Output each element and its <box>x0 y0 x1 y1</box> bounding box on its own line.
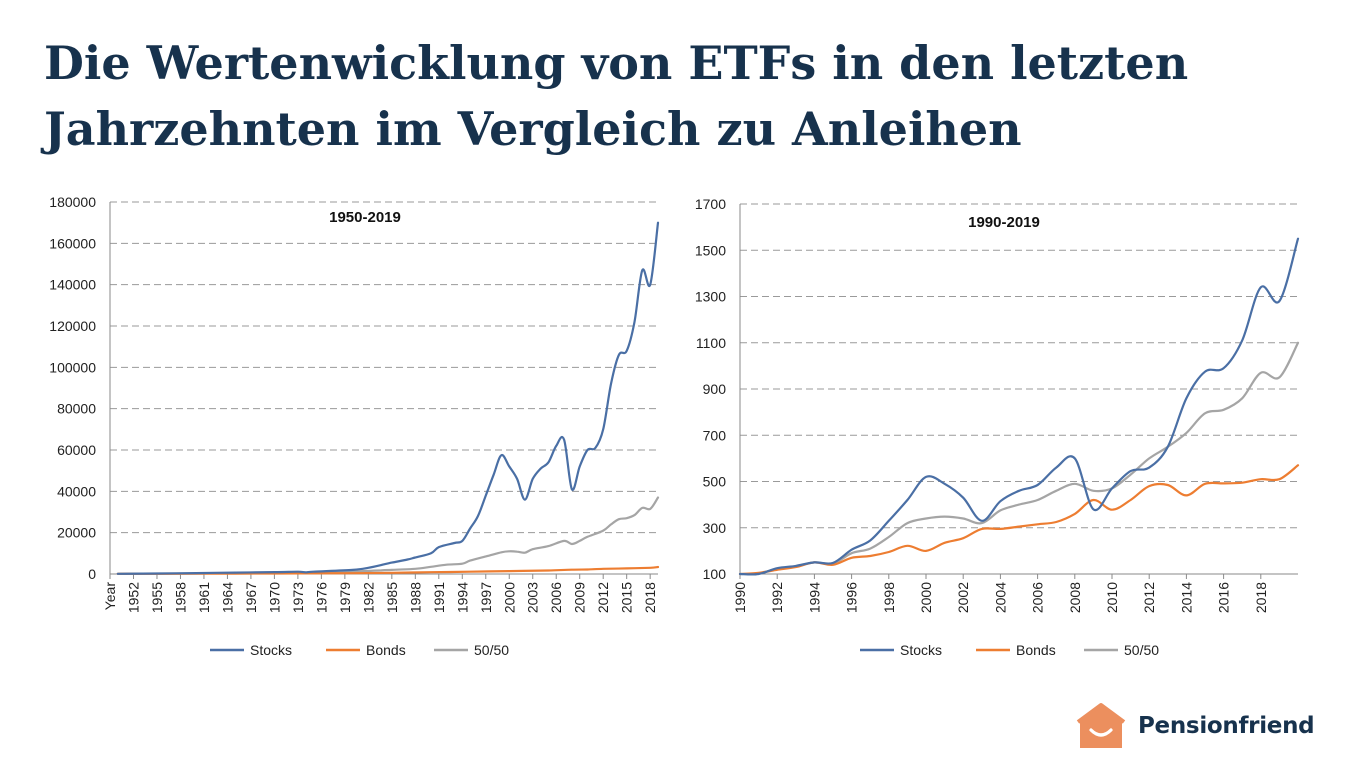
y-tick-label: 160000 <box>49 235 96 251</box>
x-tick-label: 2006 <box>548 582 564 613</box>
x-tick-label: 2015 <box>619 582 635 613</box>
x-tick-label: 1994 <box>806 582 822 613</box>
x-tick-label: 2018 <box>1253 582 1269 613</box>
title-line-2: Jahrzehnten im Vergleich zu Anleihen <box>44 102 1022 156</box>
x-tick-label: 2012 <box>595 582 611 613</box>
y-tick-label: 700 <box>703 427 727 443</box>
x-tick-label: 2012 <box>1141 582 1157 613</box>
y-tick-label: 140000 <box>49 277 96 293</box>
y-tick-label: 1500 <box>695 242 726 258</box>
x-tick-label: 2006 <box>1030 582 1046 613</box>
series-line-bonds <box>738 464 1300 576</box>
x-tick-label: 1979 <box>337 582 353 613</box>
legend-label: 50/50 <box>1124 642 1159 658</box>
x-tick-label: 1990 <box>732 582 748 613</box>
x-tick-label: 1985 <box>384 582 400 613</box>
x-tick-label: 2010 <box>1104 582 1120 613</box>
x-tick-label: 2009 <box>572 582 588 613</box>
x-tick-label: 1973 <box>290 582 306 613</box>
x-tick-label: 1976 <box>313 582 329 613</box>
house-smile-icon <box>1076 703 1126 748</box>
x-tick-label: 1996 <box>844 582 860 613</box>
chart-1950-2019-svg: 0 20000 40000 60000 80000 100000 120000 140000 1… <box>49 194 660 658</box>
x-tick-label: 1997 <box>478 582 494 613</box>
y-tick-label: 60000 <box>57 442 96 458</box>
series-line-stocks <box>116 221 660 575</box>
x-tick-label: 2016 <box>1216 582 1232 613</box>
x-tick-label: 1955 <box>149 582 165 613</box>
y-tick-label: 1700 <box>695 196 726 212</box>
x-tick-label: 2018 <box>642 582 658 613</box>
legend-label: Bonds <box>366 642 406 658</box>
chart-1990-2019-svg: 100 300 500 700 900 1100 1300 1500 1700 1990 1992 1… <box>695 196 1300 658</box>
x-tick-label: 1961 <box>196 582 212 613</box>
x-tick-label: 1991 <box>431 582 447 613</box>
legend-item: Bonds <box>326 642 406 658</box>
x-tick-label: 1992 <box>769 582 785 613</box>
x-tick-label: 2003 <box>525 582 541 613</box>
legend-label: 50/50 <box>474 642 509 658</box>
x-tick-label: 1964 <box>219 582 235 613</box>
x-tick-label: 1982 <box>360 582 376 613</box>
y-tick-label: 900 <box>703 381 727 397</box>
series-line-50-50 <box>116 496 660 575</box>
line-chart-1950-2019: 0 20000 40000 60000 80000 100000 120000 140000 1… <box>30 190 670 670</box>
legend-label: Bonds <box>1016 642 1056 658</box>
y-tick-label: 0 <box>88 566 96 582</box>
y-tick-label: 1100 <box>696 335 726 351</box>
logo-wordmark: Pensionfriend <box>1138 713 1315 739</box>
x-tick-label: 2008 <box>1067 582 1083 613</box>
series-line-stocks <box>738 237 1300 576</box>
legend-item: Bonds <box>976 642 1056 658</box>
x-tick-label: 1952 <box>125 582 141 613</box>
legend-item: Stocks <box>210 642 292 658</box>
series-line-50-50 <box>738 341 1300 576</box>
x-tick-label: 2014 <box>1178 582 1194 613</box>
y-tick-label: 500 <box>703 474 727 490</box>
x-tick-label: 1967 <box>243 582 259 613</box>
pensionfriend-logo: Pensionfriend <box>1076 702 1336 754</box>
y-tick-label: 180000 <box>49 194 96 210</box>
legend-item: 50/50 <box>1084 642 1159 658</box>
y-tick-label: 20000 <box>57 525 96 541</box>
y-tick-label: 1300 <box>695 289 726 305</box>
y-tick-label: 100000 <box>49 359 96 375</box>
title-line-1: Die Wertenwicklung von ETFs in den letzt… <box>44 36 1189 90</box>
y-tick-label: 120000 <box>49 318 96 334</box>
x-tick-label: 1958 <box>172 582 188 613</box>
x-tick-label: 1994 <box>454 582 470 613</box>
legend-item: 50/50 <box>434 642 509 658</box>
legend-item: Stocks <box>860 642 942 658</box>
legend-label: Stocks <box>900 642 942 658</box>
y-tick-label: 40000 <box>57 483 96 499</box>
page-title: Die Wertenwicklung von ETFs in den letzt… <box>44 30 1324 162</box>
x-tick-label: 1998 <box>881 582 897 613</box>
y-tick-label: 100 <box>703 566 727 582</box>
x-tick-label: 2004 <box>992 582 1008 613</box>
x-tick-label: 1970 <box>266 582 282 613</box>
chart-title: 1990-2019 <box>968 214 1040 231</box>
line-chart-1990-2019: 100 300 500 700 900 1100 1300 1500 1700 1990 1992 1… <box>680 190 1320 670</box>
x-tick-label: Year <box>102 582 118 611</box>
legend-label: Stocks <box>250 642 292 658</box>
x-tick-label: 1988 <box>407 582 423 613</box>
series-line-bonds <box>116 565 660 575</box>
x-tick-label: 2002 <box>955 582 971 613</box>
x-tick-label: 2000 <box>918 582 934 613</box>
chart-title: 1950-2019 <box>329 209 401 226</box>
y-tick-label: 300 <box>703 520 727 536</box>
y-tick-label: 80000 <box>57 401 96 417</box>
x-tick-label: 2000 <box>501 582 517 613</box>
